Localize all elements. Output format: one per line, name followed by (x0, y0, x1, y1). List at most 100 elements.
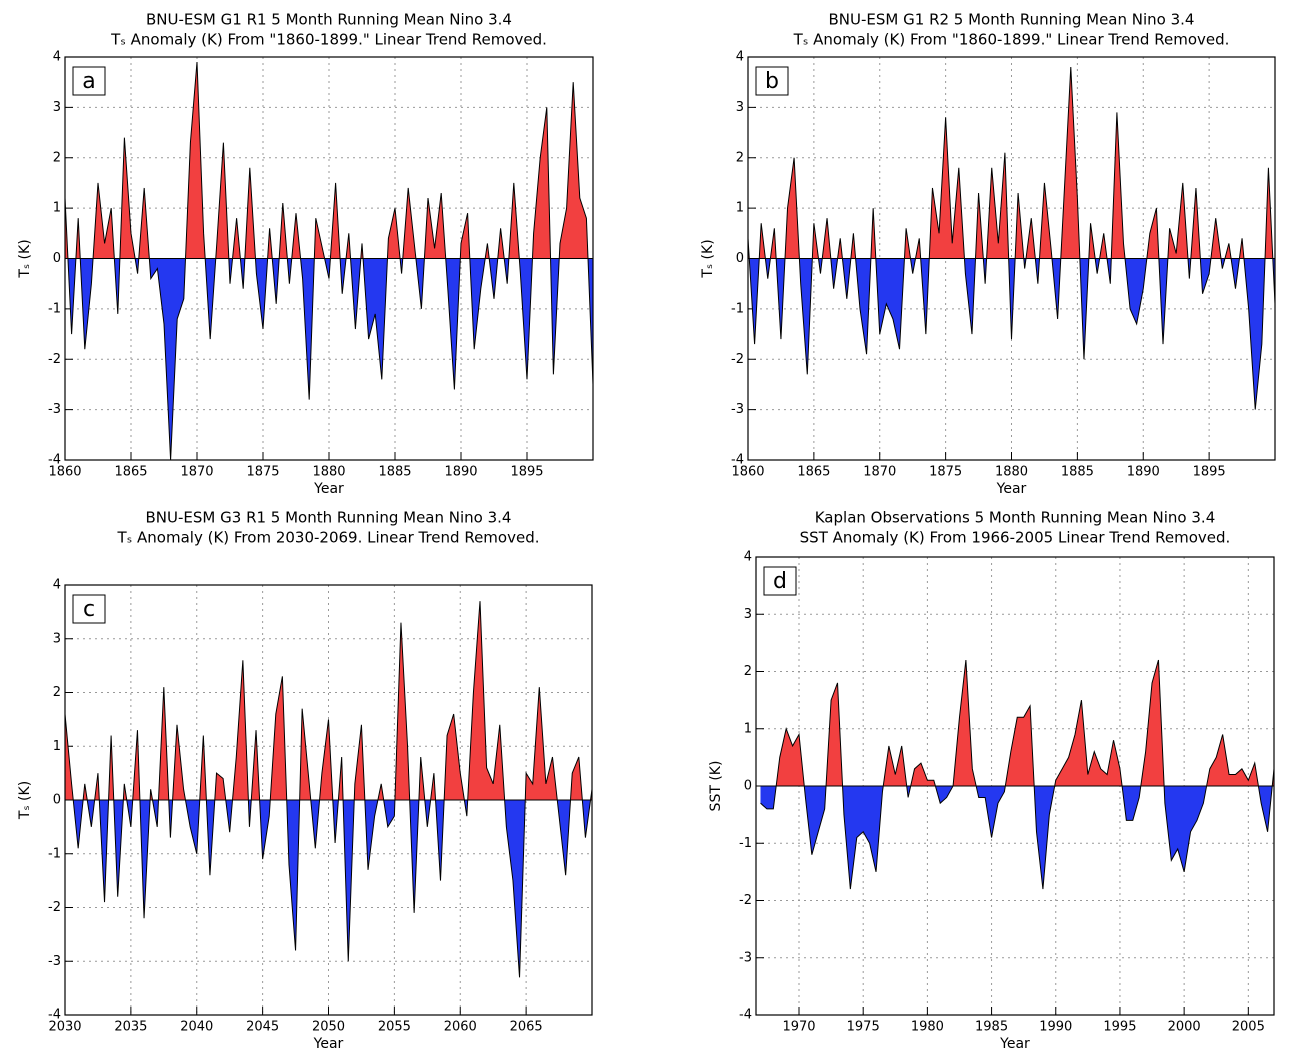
y-tick-label: -1 (48, 301, 61, 316)
x-tick-label: 2055 (378, 1020, 411, 1035)
x-tick-label: 2060 (444, 1020, 477, 1035)
panel-label: b (765, 69, 779, 94)
y-tick-label: 0 (744, 779, 752, 794)
negative-area (65, 258, 593, 460)
y-tick-label: 4 (53, 50, 61, 65)
chart-title: BNU-ESM G1 R1 5 Month Running Mean Nino … (146, 11, 512, 29)
positive-area (65, 62, 593, 259)
y-tick-label: 0 (53, 251, 61, 266)
x-tick-label: 1865 (114, 465, 147, 480)
x-tick-label: 2045 (246, 1020, 279, 1035)
chart-subtitle: SST Anomaly (K) From 1966-2005 Linear Tr… (800, 529, 1231, 547)
panel-label: d (773, 569, 787, 594)
x-tick-label: 1875 (929, 465, 962, 480)
plot-frame (755, 556, 1275, 1016)
x-tick-label: 1975 (847, 1020, 880, 1035)
x-tick-label: 1890 (444, 465, 477, 480)
chart-title: Kaplan Observations 5 Month Running Mean… (815, 509, 1216, 527)
x-tick-label: 2000 (1168, 1020, 1201, 1035)
x-tick-label: 2030 (48, 1020, 81, 1035)
series-line (65, 601, 592, 978)
x-tick-label: 2005 (1232, 1020, 1265, 1035)
series-line (748, 67, 1275, 410)
chart-subtitle: Tₛ Anomaly (K) From "1860-1899." Linear … (110, 31, 547, 49)
panel-label-box (755, 66, 789, 96)
y-tick-label: -4 (731, 453, 744, 468)
panel-label-box (763, 566, 797, 596)
x-tick-label: 1970 (782, 1020, 815, 1035)
x-axis-label: Year (996, 481, 1027, 497)
x-tick-label: 1870 (863, 465, 896, 480)
y-tick-label: 2 (53, 685, 61, 700)
y-tick-label: 3 (53, 631, 61, 646)
y-tick-label: 3 (744, 607, 752, 622)
y-axis-label: SST (K) (708, 761, 724, 812)
y-tick-label: -3 (48, 402, 61, 417)
y-tick-label: 2 (736, 150, 744, 165)
y-tick-label: -1 (739, 836, 752, 851)
panel: BNU-ESM G3 R1 5 Month Running Mean Nino … (17, 509, 593, 1052)
y-tick-label: 4 (736, 50, 744, 65)
x-tick-label: 1860 (48, 465, 81, 480)
x-tick-label: 1985 (975, 1020, 1008, 1035)
y-tick-label: 2 (744, 664, 752, 679)
series-line (65, 61, 593, 460)
y-axis-label: Tₛ (K) (17, 781, 33, 820)
y-tick-label: 0 (53, 793, 61, 808)
x-tick-label: 1880 (312, 465, 345, 480)
y-tick-label: -3 (48, 954, 61, 969)
panel: Kaplan Observations 5 Month Running Mean… (708, 509, 1275, 1052)
plot-frame (64, 584, 593, 1016)
plot-frame (64, 56, 594, 461)
x-tick-label: 1890 (1127, 465, 1160, 480)
y-tick-label: -4 (739, 1008, 752, 1023)
y-axis-label: Tₛ (K) (700, 239, 716, 278)
series-line (760, 659, 1274, 890)
y-tick-label: 3 (736, 100, 744, 115)
x-tick-label: 1870 (180, 465, 213, 480)
x-tick-label: 1880 (995, 465, 1028, 480)
panel-label: c (83, 597, 95, 622)
chart-subtitle: Tₛ Anomaly (K) From 2030-2069. Linear Tr… (117, 529, 540, 547)
y-tick-label: -3 (731, 402, 744, 417)
panel-label-box (72, 594, 106, 624)
y-tick-label: 1 (53, 739, 61, 754)
y-tick-label: 0 (736, 251, 744, 266)
negative-area (760, 786, 1274, 890)
x-tick-label: 1885 (1061, 465, 1094, 480)
x-tick-label: 2040 (180, 1020, 213, 1035)
x-tick-label: 1990 (1039, 1020, 1072, 1035)
panel-label-box (72, 66, 106, 96)
x-tick-label: 1875 (246, 465, 279, 480)
y-tick-label: 4 (53, 578, 61, 593)
panel-label: a (82, 69, 95, 94)
chart-title: BNU-ESM G1 R2 5 Month Running Mean Nino … (829, 11, 1195, 29)
y-tick-label: 2 (53, 150, 61, 165)
y-tick-label: -3 (739, 950, 752, 965)
x-tick-label: 2065 (510, 1020, 543, 1035)
x-axis-label: Year (999, 1036, 1030, 1052)
y-tick-label: 1 (744, 721, 752, 736)
chart-title: BNU-ESM G3 R1 5 Month Running Mean Nino … (146, 509, 512, 527)
y-tick-label: 1 (53, 201, 61, 216)
y-tick-label: -2 (731, 352, 744, 367)
y-tick-label: -2 (48, 352, 61, 367)
y-axis-label: Tₛ (K) (17, 239, 33, 278)
y-tick-label: -4 (48, 1008, 61, 1023)
x-tick-label: 1865 (797, 465, 830, 480)
chart-subtitle: Tₛ Anomaly (K) From "1860-1899." Linear … (793, 31, 1230, 49)
positive-area (760, 660, 1274, 786)
y-tick-label: 1 (736, 201, 744, 216)
y-tick-label: -1 (48, 846, 61, 861)
negative-area (65, 800, 592, 978)
x-tick-label: 1895 (1193, 465, 1226, 480)
x-tick-label: 1885 (378, 465, 411, 480)
panel: BNU-ESM G1 R1 5 Month Running Mean Nino … (17, 11, 594, 497)
x-tick-label: 2035 (114, 1020, 147, 1035)
y-tick-label: -1 (731, 301, 744, 316)
x-axis-label: Year (313, 1036, 344, 1052)
x-tick-label: 1860 (731, 465, 764, 480)
x-tick-label: 1995 (1103, 1020, 1136, 1035)
x-axis-label: Year (313, 481, 344, 497)
